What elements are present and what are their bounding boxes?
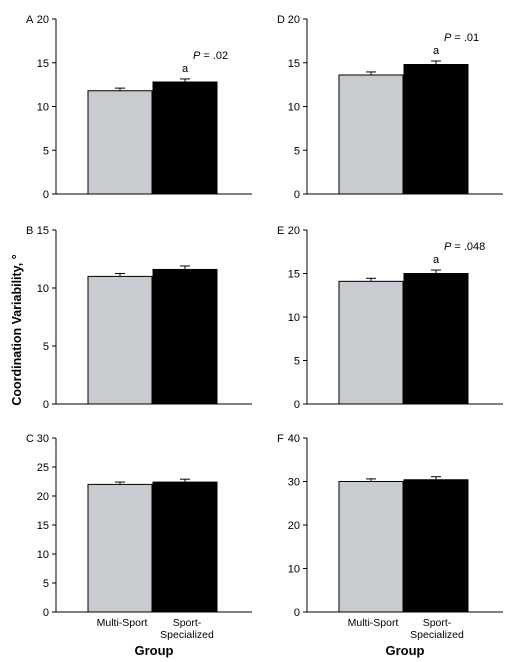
panel-letter: D: [277, 14, 285, 26]
x-categories-left: Multi-Sport Sport- Specialized: [97, 617, 214, 641]
y-tick-label: 5: [43, 341, 49, 353]
y-tick-label: 5: [43, 145, 49, 157]
bar-sport-specialized: [403, 64, 469, 195]
y-tick-label: 20: [288, 14, 300, 26]
panel-c: C 0 5 10 15 20 25 30: [26, 433, 252, 619]
panel-b: B 0 5 10 15: [26, 225, 252, 411]
p-value-label: P = .02: [193, 50, 228, 62]
significance-letter: a: [182, 63, 189, 75]
significance-letter: a: [433, 45, 440, 57]
x-category-sport-specialized-l2: Specialized: [410, 629, 464, 641]
bar-sport-specialized: [403, 479, 469, 613]
y-tick-label: 15: [37, 520, 49, 532]
bar-multi-sport: [338, 280, 404, 405]
y-tick-label: 5: [294, 145, 300, 157]
p-value-label: P = .01: [444, 32, 479, 44]
significance-letter: a: [433, 254, 440, 266]
panel-letter: C: [26, 433, 34, 445]
y-tick-label: 0: [43, 189, 49, 201]
panel-letter: E: [277, 225, 284, 237]
x-category-multi-sport: Multi-Sport: [348, 617, 399, 629]
bar-sport-specialized: [152, 481, 218, 613]
x-categories-right: Multi-Sport Sport- Specialized: [348, 617, 464, 641]
y-tick-label: 20: [288, 225, 300, 237]
y-tick-label: 20: [37, 491, 49, 503]
y-tick-label: 40: [288, 433, 300, 445]
y-tick-label: 10: [37, 283, 49, 295]
x-category-sport-specialized-l1: Sport-: [423, 617, 452, 629]
y-tick-label: 0: [294, 607, 300, 619]
x-category-sport-specialized-l2: Specialized: [160, 629, 214, 641]
y-tick-label: 10: [37, 102, 49, 114]
panel-a: A 0 5 10 15 20 a P = .02: [26, 14, 252, 201]
x-category-multi-sport: Multi-Sport: [97, 617, 148, 629]
y-tick-label: 15: [37, 225, 49, 237]
y-tick-label: 10: [37, 549, 49, 561]
panels: A 0 5 10 15 20 a P = .02 B 0 5 10 15 C 0 5 10 15 20 25 30 D 0 5…: [26, 14, 503, 619]
bar-multi-sport: [87, 275, 153, 405]
y-tick-label: 15: [288, 269, 300, 281]
y-tick-label: 5: [294, 356, 300, 368]
y-tick-label: 10: [288, 102, 300, 114]
panel-f: F 0 10 20 30 40: [277, 433, 503, 619]
x-category-sport-specialized-l1: Sport-: [173, 617, 202, 629]
y-tick-label: 20: [37, 14, 49, 26]
y-tick-label: 0: [43, 399, 49, 411]
y-tick-label: 0: [294, 399, 300, 411]
y-tick-label: 15: [37, 58, 49, 70]
y-tick-label: 15: [288, 58, 300, 70]
panel-d: D 0 5 10 15 20 a P = .01: [277, 14, 503, 201]
y-tick-label: 30: [37, 433, 49, 445]
x-axis-title-right: Group: [386, 643, 425, 658]
bar-multi-sport: [338, 74, 404, 195]
bar-multi-sport: [338, 481, 404, 613]
bar-sport-specialized: [152, 268, 218, 405]
panel-e: E 0 5 10 15 20 a P = .048: [277, 225, 503, 411]
panel-letter: B: [26, 225, 33, 237]
x-axis-title-left: Group: [135, 643, 174, 658]
panel-letter: A: [26, 14, 34, 26]
y-tick-label: 5: [43, 578, 49, 590]
bar-multi-sport: [87, 483, 153, 613]
p-value-label: P = .048: [444, 241, 485, 253]
y-tick-label: 10: [288, 312, 300, 324]
bar-sport-specialized: [403, 273, 469, 405]
y-tick-label: 30: [288, 477, 300, 489]
y-tick-label: 25: [37, 462, 49, 474]
panel-letter: F: [277, 433, 284, 445]
bar-sport-specialized: [152, 81, 218, 195]
y-tick-label: 0: [43, 607, 49, 619]
y-tick-label: 20: [288, 520, 300, 532]
bar-multi-sport: [87, 90, 153, 195]
y-tick-label: 10: [288, 564, 300, 576]
y-tick-label: 0: [294, 189, 300, 201]
y-axis-label: Coordination Variability, °: [10, 254, 24, 405]
